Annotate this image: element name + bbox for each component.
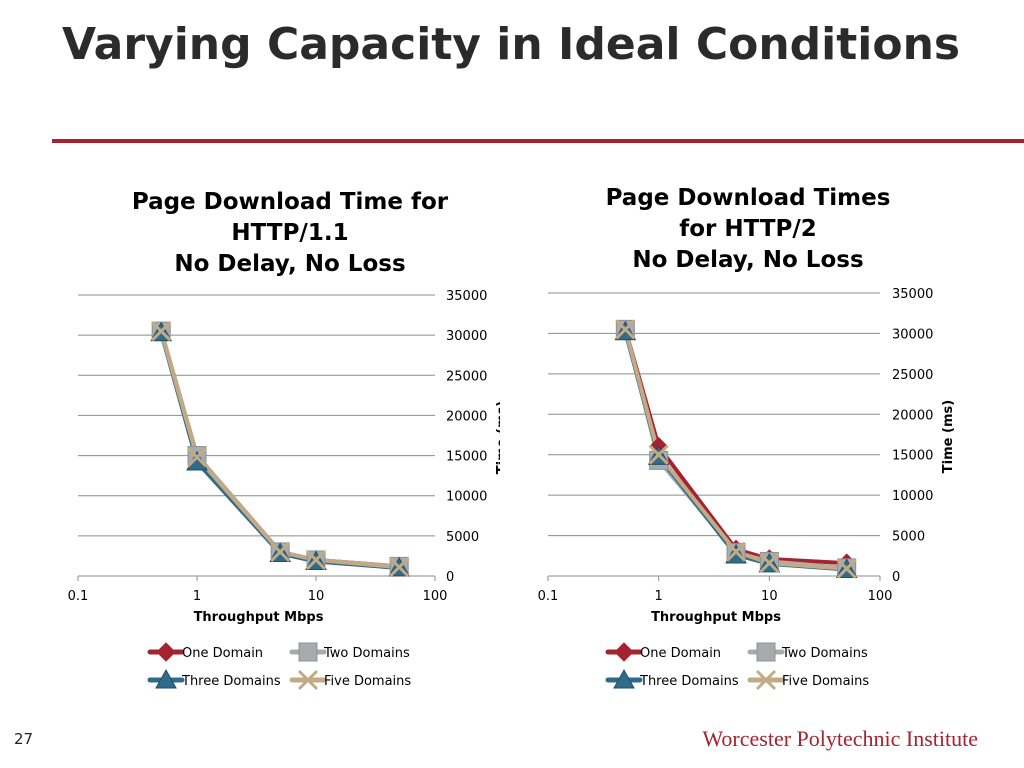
y-tick-label: 0 [892, 570, 900, 585]
legend-label: Two Domains [781, 646, 868, 661]
chart-title-http1: Page Download Time for HTTP/1.1 No Delay… [90, 187, 490, 280]
data-point [151, 321, 172, 342]
data-point [615, 319, 636, 340]
legend: One Domain Two Domains Three Domains Five D… [605, 642, 869, 691]
chart-title-http2: Page Download Times for HTTP/2 No Delay,… [558, 183, 938, 276]
legend-marker [297, 669, 319, 691]
y-axis-label: Time (ms) [941, 400, 956, 473]
y-tick-label: 20000 [892, 408, 933, 423]
x-tick-label: 1 [655, 589, 663, 604]
x-tick-labels: 0.1 1 10 100 [68, 576, 448, 604]
y-tick-label: 30000 [446, 329, 487, 344]
chart-title-line: Page Download Times [605, 185, 891, 211]
y-tick-label: 25000 [446, 369, 487, 384]
y-tick-labels: 0 5000 10000 15000 20000 25000 30000 35000 [446, 289, 487, 585]
x-tick-label: 100 [423, 589, 448, 604]
legend-marker [613, 668, 635, 689]
legend-marker [155, 668, 177, 689]
y-axis-label: Time (ms) [495, 401, 500, 474]
y-tick-label: 0 [446, 570, 454, 585]
y-tick-label: 35000 [892, 287, 933, 302]
legend-item: Three Domains [605, 668, 739, 689]
data-point [759, 553, 780, 574]
legend-item: Three Domains [147, 668, 281, 689]
data-point [389, 557, 410, 578]
x-axis-label: Throughput Mbps [651, 610, 781, 625]
y-tick-labels: 0 5000 10000 15000 20000 25000 30000 35000 [892, 287, 933, 585]
institution-name: Worcester Polytechnic Institute [702, 726, 978, 751]
gridlines [78, 294, 435, 577]
legend-marker [156, 642, 176, 662]
legend-label: Three Domains [639, 674, 739, 689]
legend: One Domain Two Domains Three Domains Five D… [147, 642, 411, 691]
data-point [648, 444, 669, 465]
legend-marker [756, 642, 776, 662]
y-tick-label: 25000 [892, 368, 933, 383]
legend-item: Two Domains [289, 642, 410, 662]
y-tick-label: 30000 [892, 327, 933, 342]
x-axis-label: Throughput Mbps [194, 610, 324, 625]
legend-label: Five Domains [324, 674, 411, 689]
series-markers [151, 321, 410, 578]
y-tick-label: 10000 [892, 489, 933, 504]
chart-title-line: No Delay, No Loss [174, 251, 406, 277]
legend-label: Three Domains [181, 674, 281, 689]
x-tick-labels: 0.1 1 10 100 [538, 576, 893, 604]
chart-title-line: Page Download Time for [131, 189, 449, 215]
legend-item: One Domain [147, 642, 263, 662]
legend-item: One Domain [605, 642, 721, 662]
x-tick-label: 0.1 [538, 589, 559, 604]
legend-label: Two Domains [323, 646, 410, 661]
legend-label: One Domain [640, 646, 721, 661]
x-tick-label: 1 [193, 589, 201, 604]
y-tick-label: 15000 [446, 450, 487, 465]
y-tick-label: 10000 [446, 490, 487, 505]
chart-title-line: for HTTP/2 [679, 216, 817, 242]
x-tick-label: 100 [868, 589, 893, 604]
chart-http1: 0 5000 10000 15000 20000 25000 30000 35000 0.1 1 1… [68, 289, 500, 691]
slide-number: 27 [14, 730, 34, 748]
gridlines [548, 292, 880, 577]
data-point [186, 447, 208, 468]
y-tick-label: 5000 [892, 530, 925, 545]
legend-item: Two Domains [747, 642, 868, 662]
series-markers [615, 319, 857, 579]
x-tick-label: 10 [308, 589, 325, 604]
legend-marker [614, 642, 634, 662]
data-point [725, 541, 747, 562]
x-tick-label: 10 [761, 589, 778, 604]
data-point [270, 541, 291, 562]
legend-marker [298, 642, 318, 662]
y-tick-label: 15000 [892, 449, 933, 464]
data-point [305, 549, 327, 571]
y-tick-label: 5000 [446, 530, 479, 545]
data-point [836, 558, 857, 579]
chart-title-line: HTTP/1.1 [231, 220, 349, 246]
legend-marker [755, 669, 777, 691]
y-tick-label: 35000 [446, 289, 487, 304]
legend-label: One Domain [182, 646, 263, 661]
title-rule [52, 139, 1024, 143]
x-tick-label: 0.1 [68, 589, 89, 604]
y-tick-label: 20000 [446, 409, 487, 424]
legend-item: Five Domains [747, 669, 869, 691]
chart-title-line: No Delay, No Loss [632, 247, 864, 273]
legend-item: Five Domains [289, 669, 411, 691]
slide-title: Varying Capacity in Ideal Conditions [62, 19, 961, 70]
legend-label: Five Domains [782, 674, 869, 689]
